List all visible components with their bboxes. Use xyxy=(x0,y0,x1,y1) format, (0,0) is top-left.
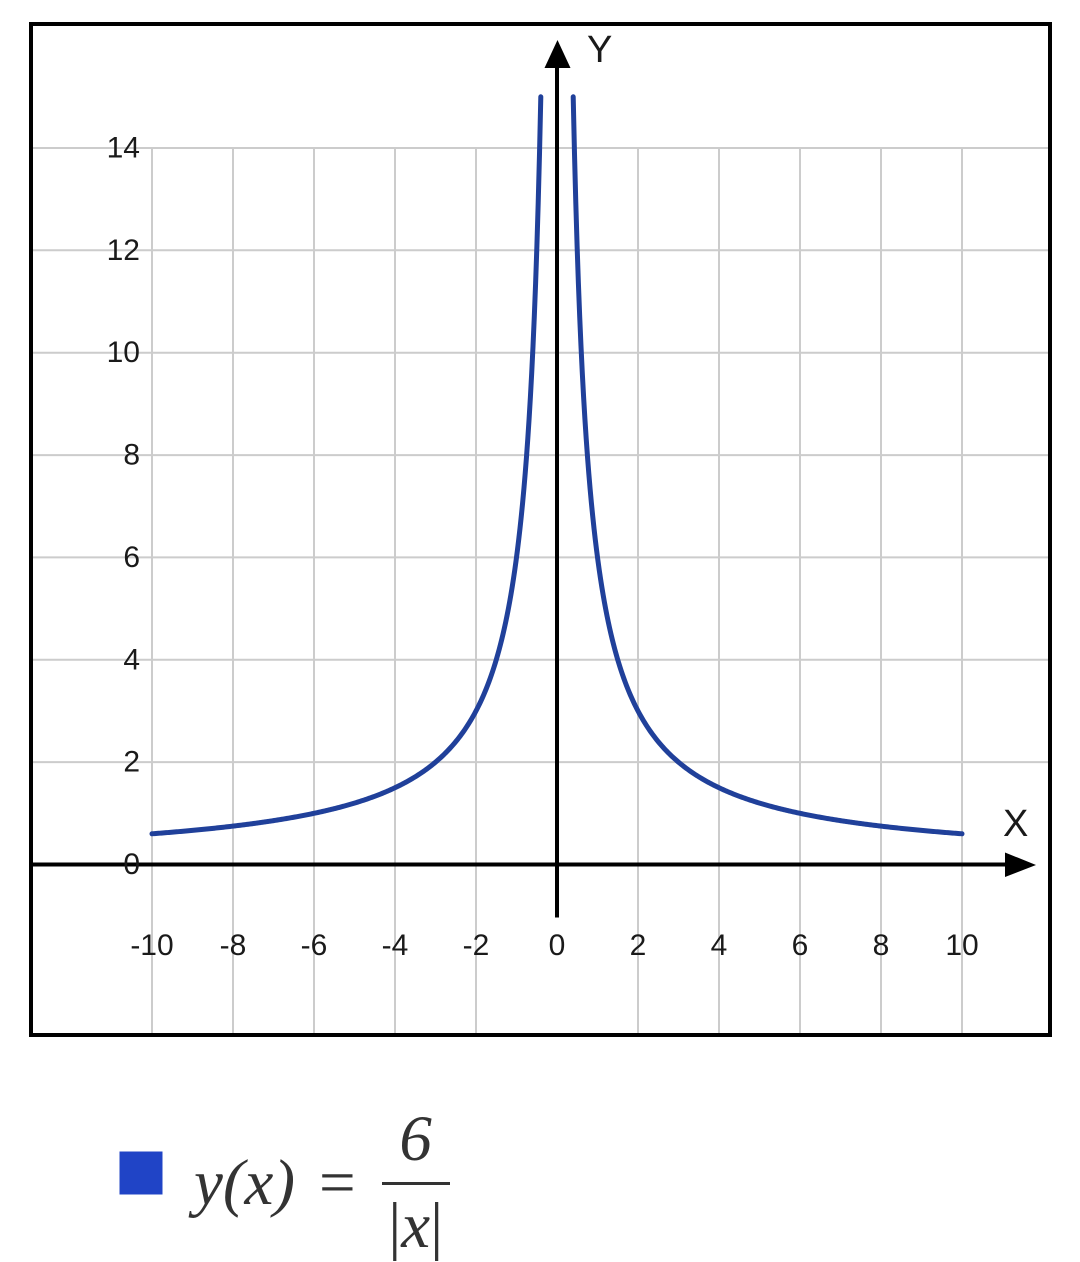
svg-text:Y: Y xyxy=(587,29,612,71)
svg-text:0: 0 xyxy=(549,929,566,962)
svg-text:-4: -4 xyxy=(382,929,409,962)
svg-text:0: 0 xyxy=(123,848,140,881)
svg-text:-2: -2 xyxy=(463,929,490,962)
svg-text:10: 10 xyxy=(945,929,978,962)
svg-text:-6: -6 xyxy=(301,929,328,962)
svg-text:14: 14 xyxy=(107,132,140,165)
svg-text:2: 2 xyxy=(630,929,647,962)
svg-text:-8: -8 xyxy=(220,929,247,962)
svg-text:10: 10 xyxy=(107,336,140,369)
svg-text:12: 12 xyxy=(107,234,140,267)
svg-text:4: 4 xyxy=(123,643,140,676)
svg-text:6: 6 xyxy=(792,929,809,962)
svg-text:2: 2 xyxy=(123,746,140,779)
svg-text:4: 4 xyxy=(711,929,728,962)
svg-text:8: 8 xyxy=(123,439,140,472)
svg-text:6: 6 xyxy=(123,541,140,574)
svg-text:X: X xyxy=(1003,803,1028,845)
svg-text:-10: -10 xyxy=(130,929,173,962)
svg-text:8: 8 xyxy=(873,929,890,962)
